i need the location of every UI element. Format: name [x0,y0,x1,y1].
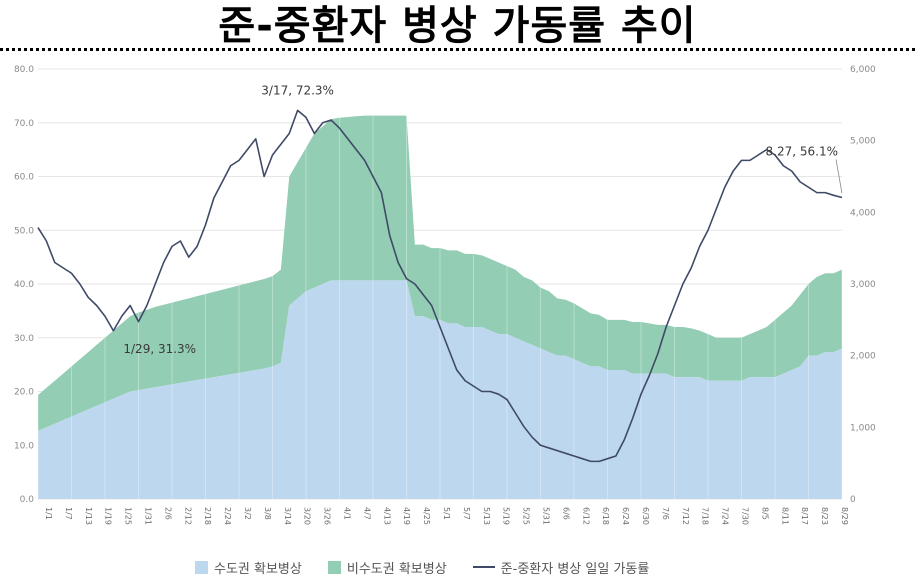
x-tick-label: 2/6 [163,507,172,520]
left-tick-label: 30.0 [14,334,34,344]
x-tick-label: 5/19 [502,507,511,525]
x-tick-label: 1/1 [44,507,53,520]
right-tick-label: 0 [850,495,856,505]
right-tick-label: 2,000 [850,352,876,362]
x-axis-ticks: 1/1 1/7 1/13 1/19 1/25 1/31 2/6 2/12 2/18 2/24 3/2… [44,507,849,525]
x-tick-label: 2/12 [183,507,192,525]
left-tick-label: 50.0 [14,226,34,236]
right-tick-label: 1,000 [850,423,876,433]
left-tick-label: 0.0 [20,495,35,505]
x-tick-label: 6/6 [561,507,570,520]
x-tick-label: 2/18 [203,507,212,525]
x-tick-label: 3/26 [323,507,332,525]
left-tick-label: 20.0 [14,388,34,398]
chart-title: 준-중환자 병상 가동률 추이 [218,3,697,49]
x-tick-label: 1/19 [104,507,113,525]
left-tick-label: 10.0 [14,441,34,451]
x-tick-label: 4/25 [422,507,431,525]
left-tick-label: 70.0 [14,119,34,129]
annotation-leader [835,159,843,194]
x-tick-label: 5/7 [462,507,471,520]
x-tick-label: 5/13 [482,507,491,525]
legend-line-rate [472,566,495,568]
x-tick-label: 3/20 [303,507,312,525]
x-tick-label: 7/12 [681,507,690,525]
legend-swatch-nonmetro [327,560,341,574]
x-tick-label: 1/25 [124,507,133,525]
x-tick-label: 7/6 [661,507,670,520]
x-tick-label: 8/29 [840,507,849,525]
legend-item-rate: 준-중환자 병상 일일 가동률 [472,558,650,577]
x-tick-label: 1/13 [84,507,93,525]
left-tick-label: 80.0 [14,65,34,75]
x-tick-label: 6/30 [641,507,650,525]
x-tick-label: 4/13 [382,507,391,525]
x-tick-label: 4/19 [402,507,411,525]
right-tick-label: 6,000 [850,65,876,75]
left-tick-label: 60.0 [14,173,34,183]
title-divider [0,48,915,51]
x-tick-label: 5/25 [522,507,531,525]
x-tick-label: 7/18 [701,507,710,525]
legend-item-nonmetro: 비수도권 확보병상 [327,558,447,577]
x-tick-label: 1/7 [64,507,73,520]
x-tick-label: 4/7 [362,507,371,520]
x-tick-label: 8/5 [760,507,769,520]
legend-swatch-metro [195,560,208,574]
x-tick-label: 3/8 [263,507,272,520]
x-tick-label: 3/2 [243,507,252,520]
x-tick-label: 6/12 [581,507,590,525]
legend: 수도권 확보병상 비수도권 확보병상 준-중환자 병상 일일 가동률 [195,556,675,578]
x-tick-label: 2/24 [223,507,232,525]
line-occupancy-rate [37,109,843,463]
legend-item-metro: 수도권 확보병상 [195,558,302,577]
vertical-separators [37,115,843,499]
chart-plot: 0.0 10.0 20.0 30.0 40.0 50.0 60.0 70.0 80.0 0 1,0… [14,65,876,525]
x-tick-label: 5/31 [542,507,551,525]
left-tick-label: 40.0 [14,280,34,290]
annotation-label: 1/29, 31.3% [123,342,196,356]
left-axis-ticks: 0.0 10.0 20.0 30.0 40.0 50.0 60.0 70.0 80.0 [14,65,34,505]
legend-label-rate: 준-중환자 병상 일일 가동률 [500,561,650,577]
annotation-label: 8.27, 56.1% [766,144,838,158]
annotation-label: 3/17, 72.3% [261,83,334,97]
x-tick-label: 6/18 [601,507,610,525]
x-tick-label: 8/11 [780,507,789,525]
x-tick-label: 8/17 [800,507,809,525]
x-tick-label: 7/30 [741,507,750,525]
x-tick-label: 1/31 [144,507,153,525]
x-tick-label: 3/14 [283,507,292,525]
right-tick-label: 3,000 [850,280,876,290]
x-tick-label: 5/1 [442,507,451,520]
legend-label-metro: 수도권 확보병상 [214,561,302,577]
right-axis-ticks: 0 1,000 2,000 3,000 4,000 5,000 6,000 [850,65,876,505]
annotations: 1/29, 31.3% 3/17, 72.3% 8.27, 56.1% [123,83,843,356]
x-tick-label: 7/24 [721,507,730,525]
x-tick-label: 6/24 [621,507,630,525]
right-tick-label: 4,000 [850,208,876,218]
x-tick-label: 4/1 [343,507,352,520]
right-tick-label: 5,000 [850,137,876,147]
series-lines [37,109,843,463]
x-tick-label: 8/23 [820,507,829,525]
legend-label-nonmetro: 비수도권 확보병상 [346,561,447,577]
